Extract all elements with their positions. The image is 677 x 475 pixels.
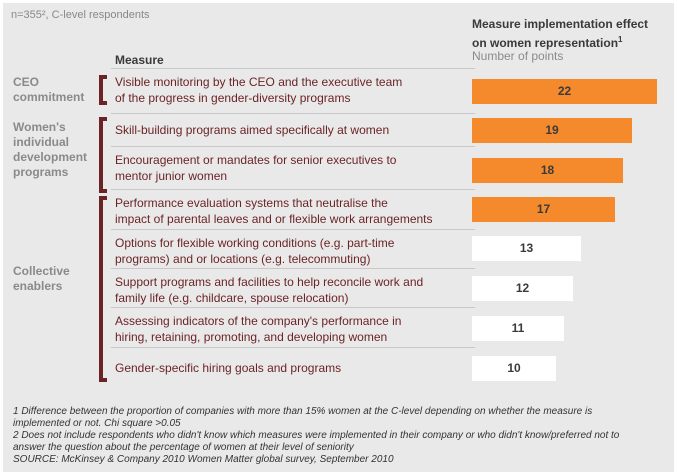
group-line: programs [13, 165, 69, 179]
group-line: Collective [13, 264, 70, 278]
group-bracket-individual [99, 117, 107, 193]
bar-mark: 10 [472, 355, 556, 381]
measure-line: Options for flexible working conditions … [115, 236, 395, 250]
measure-row-label: Skill-building programs aimed specifical… [115, 122, 435, 138]
measure-line: Performance evaluation systems that neut… [115, 196, 388, 210]
effect-header-line2-text: on women representation [472, 36, 619, 50]
measure-line: Gender-specific hiring goals and program… [115, 361, 342, 375]
measure-line: hiring, retaining, promoting, and develo… [115, 330, 388, 344]
row-separator [111, 113, 475, 114]
row-separator [111, 146, 475, 147]
bar-mark: 17 [472, 196, 615, 222]
measure-line: Encouragement or mandates for senior exe… [115, 153, 397, 167]
measure-row-label: Assessing indicators of the company's pe… [115, 313, 435, 345]
bar-mark: 22 [472, 78, 657, 104]
group-line: CEO [13, 75, 40, 89]
footnote-line: answer the question about the percentage… [13, 442, 354, 453]
measure-column-header: Measure [115, 53, 164, 67]
row-separator [111, 189, 475, 190]
sample-note: n=355², C-level respondents [11, 9, 150, 21]
group-ceo-commitment: CEO commitment [13, 75, 84, 105]
group-line: individual [13, 135, 70, 149]
measure-line: Assessing indicators of the company's pe… [115, 314, 402, 328]
footnote-line: 2 Does not include respondents who didn'… [13, 430, 620, 441]
measure-line: programs) and or locations (e.g. telecom… [115, 252, 371, 266]
footnote-line: SOURCE: McKinsey & Company 2010 Women Ma… [13, 454, 394, 465]
bar-mark: 12 [472, 275, 573, 301]
measure-row-label: Encouragement or mandates for senior exe… [115, 152, 435, 184]
measure-row-label: Performance evaluation systems that neut… [115, 195, 435, 227]
group-bracket-ceo [99, 75, 107, 105]
group-line: enablers [13, 279, 63, 293]
row-separator [111, 268, 475, 269]
effect-header-line2: on women representation1 [472, 32, 648, 51]
measure-row-label: Options for flexible working conditions … [115, 235, 435, 267]
row-separator [111, 307, 475, 308]
bar-mark: 11 [472, 315, 564, 341]
bar-mark: 19 [472, 117, 632, 143]
measure-row-label: Gender-specific hiring goals and program… [115, 360, 435, 376]
row-separator [111, 347, 475, 348]
effect-header-line1: Measure implementation effect [472, 17, 649, 31]
group-line: Women's [13, 120, 66, 134]
measure-line: Skill-building programs aimed specifical… [115, 123, 390, 137]
unit-label: Number of points [472, 49, 564, 63]
group-individual-development: Women's individual development programs [13, 120, 87, 180]
group-line: development [13, 150, 88, 164]
footnote-line: implemented or not. Chi square >0.05 [13, 418, 181, 429]
effect-header-superscript: 1 [618, 35, 623, 44]
chart-panel: n=355², C-level respondents Measure Meas… [3, 3, 674, 472]
group-collective-enablers: Collective enablers [13, 264, 70, 294]
measure-line: impact of parental leaves and or flexibl… [115, 212, 433, 226]
bar-mark: 13 [472, 235, 581, 261]
footnote-line: 1 Difference between the proportion of c… [13, 406, 593, 417]
bar-mark: 18 [472, 157, 623, 183]
row-separator [111, 229, 475, 230]
measure-line: family life (e.g. childcare, spouse relo… [115, 291, 349, 305]
measure-row-label: Support programs and facilities to help … [115, 274, 435, 306]
measure-row-label: Visible monitoring by the CEO and the ex… [115, 74, 435, 106]
group-line: commitment [13, 90, 85, 104]
footnotes: 1 Difference between the proportion of c… [13, 406, 668, 466]
measure-line: Visible monitoring by the CEO and the ex… [115, 75, 403, 89]
header-separator [111, 68, 475, 69]
group-bracket-collective [99, 196, 107, 382]
effect-column-header: Measure implementation effect on women r… [472, 16, 648, 51]
measure-line: mentor junior women [115, 169, 228, 183]
measure-line: Support programs and facilities to help … [115, 275, 424, 289]
measure-line: of the progress in gender-diversity prog… [115, 91, 351, 105]
